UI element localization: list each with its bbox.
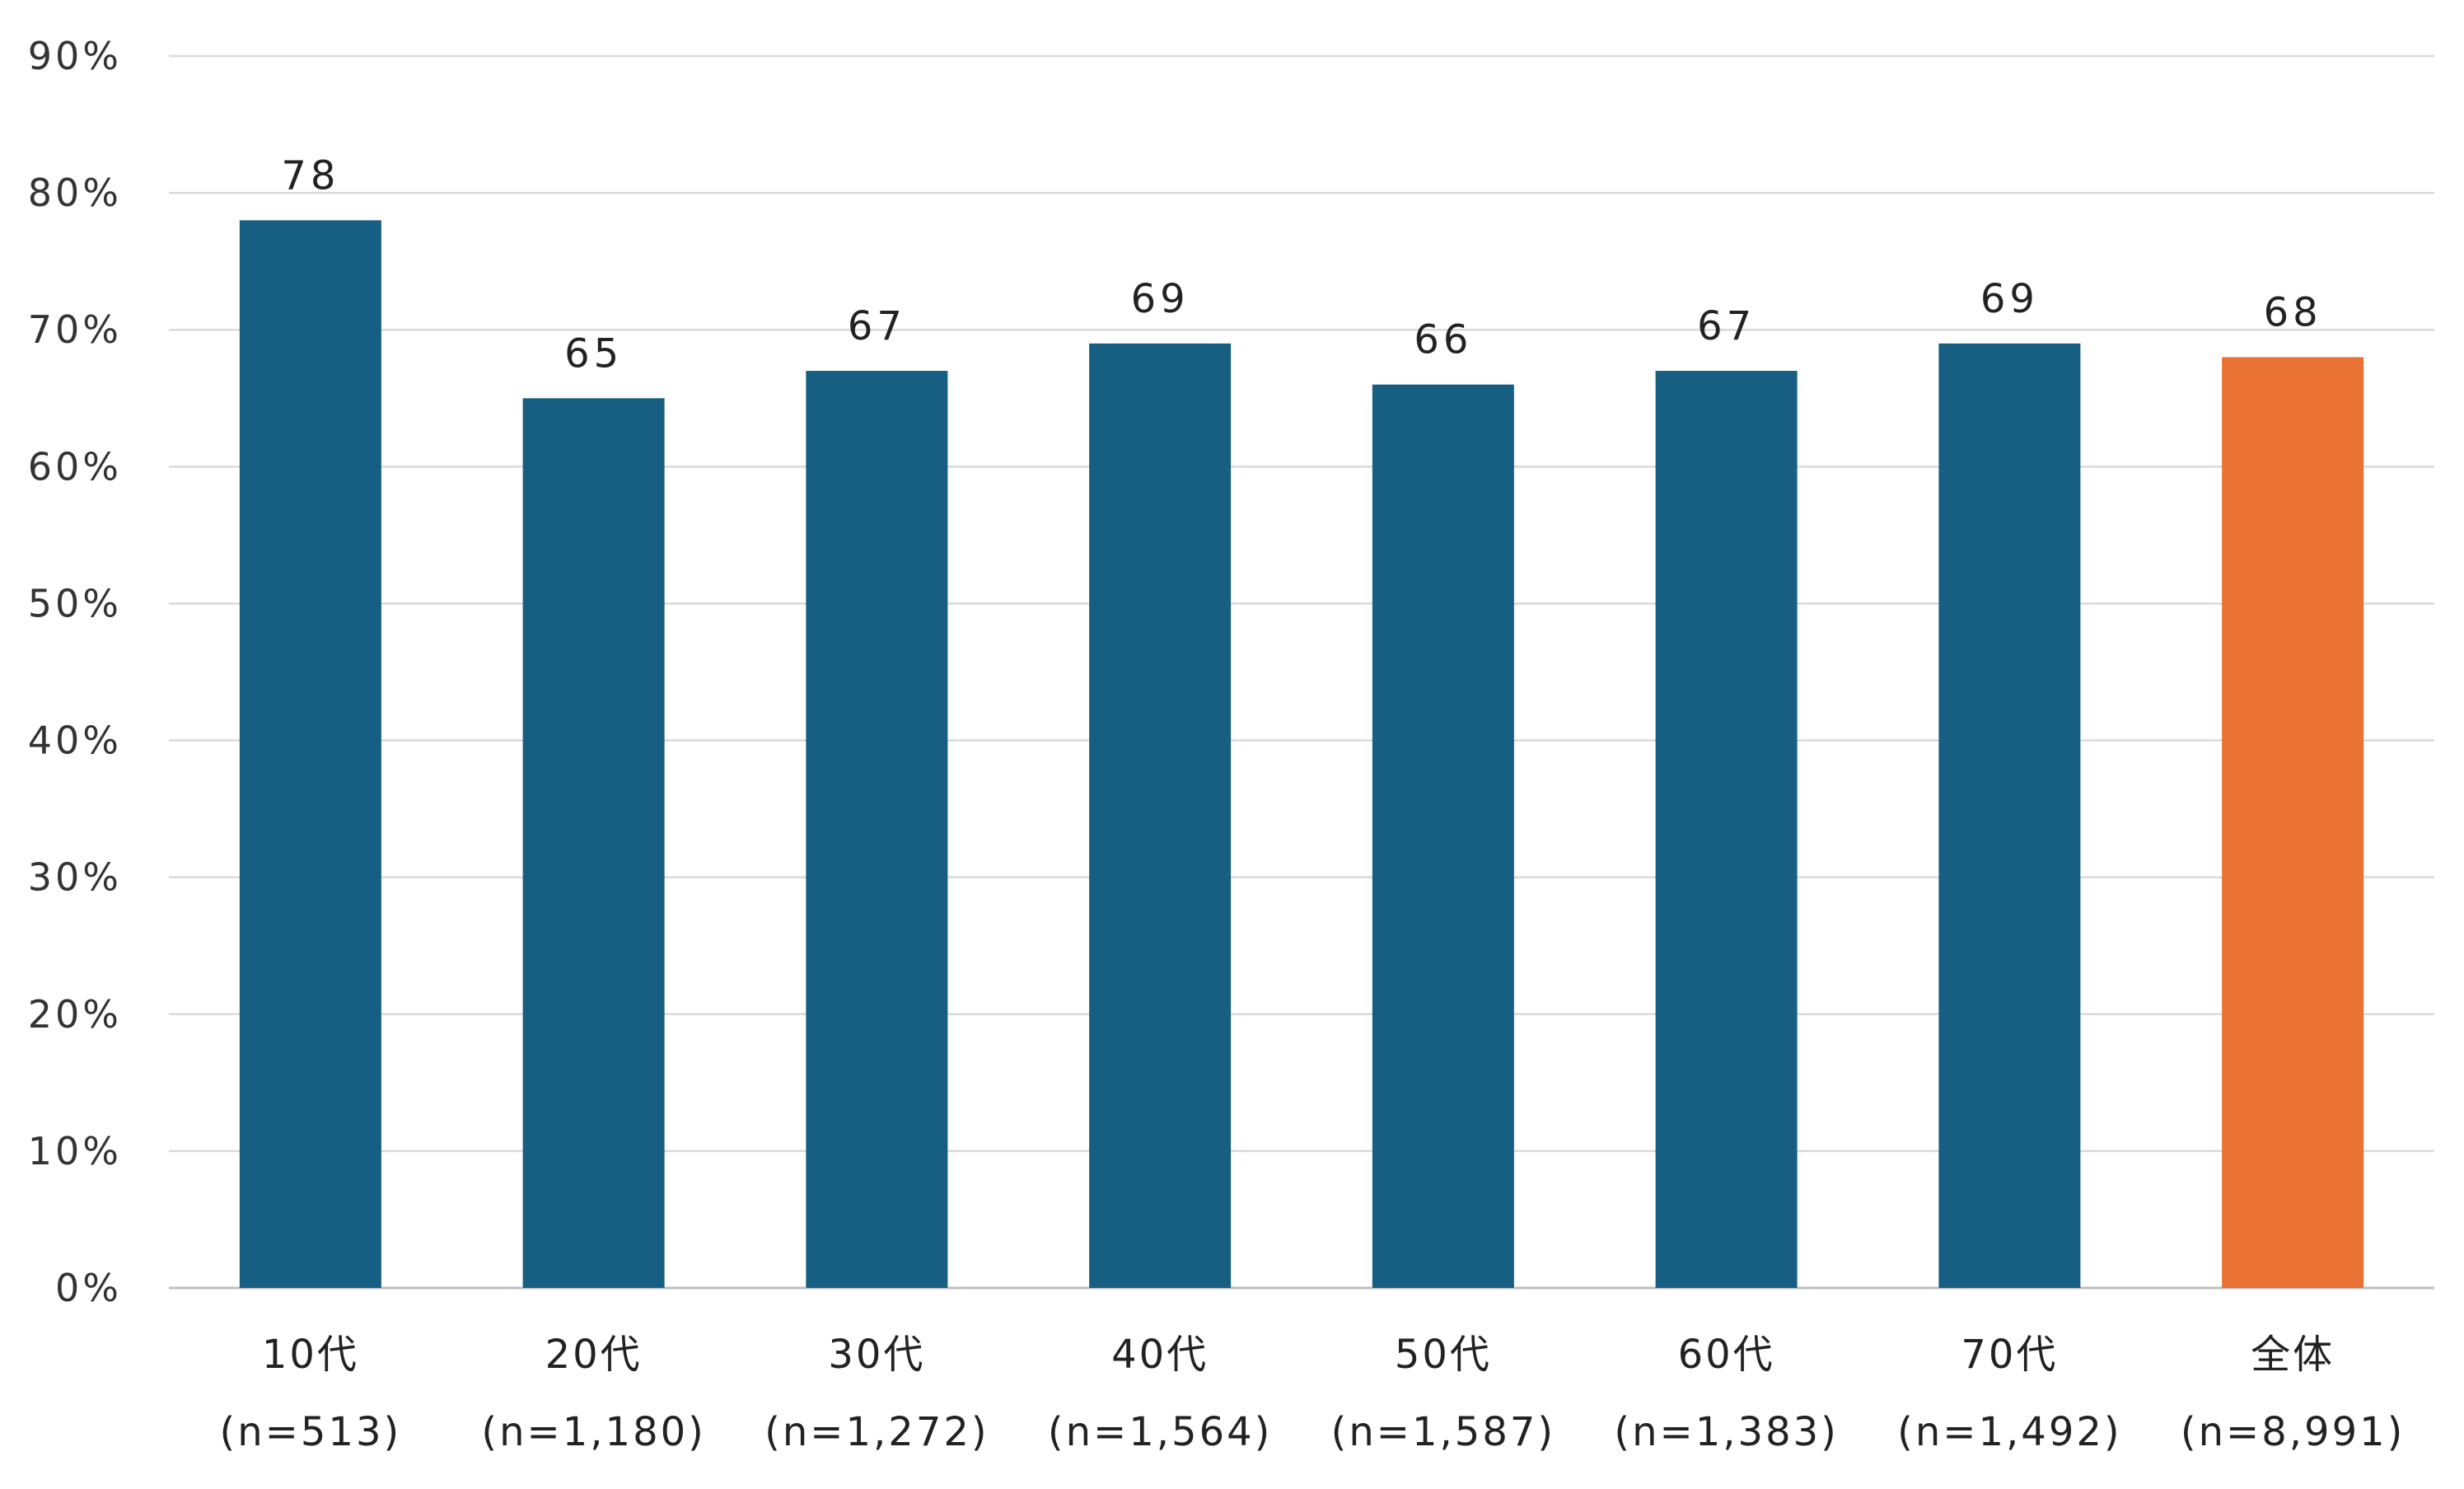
y-tick-label: 80% — [28, 171, 122, 215]
category-sample-size-label: (n=1,564) — [1048, 1409, 1273, 1455]
category-label: 20代 — [545, 1332, 643, 1378]
y-tick-label: 50% — [28, 581, 122, 625]
category-label: 60代 — [1678, 1332, 1775, 1378]
x-axis-category-labels: 10代 (n=513) 20代 (n=1,180) 30代 (n=1,272) 40代 (n=… — [220, 1332, 2406, 1455]
data-label: 69 — [1131, 276, 1190, 322]
data-label: 67 — [848, 303, 906, 349]
data-label: 65 — [564, 330, 623, 377]
bar-8 — [2222, 357, 2364, 1288]
category-label: 50代 — [1395, 1332, 1492, 1378]
category-sample-size-label: (n=1,492) — [1897, 1409, 2122, 1455]
data-label: 67 — [1697, 303, 1756, 349]
data-label: 69 — [1980, 276, 2039, 322]
bar-1 — [239, 220, 381, 1288]
category-label: 40代 — [1111, 1332, 1209, 1378]
y-tick-label: 70% — [28, 307, 122, 352]
bar-6 — [1655, 371, 1798, 1288]
category-label: 10代 — [262, 1332, 359, 1378]
bar-2 — [522, 398, 665, 1288]
bar-5 — [1372, 384, 1514, 1289]
category-sample-size-label: (n=1,272) — [764, 1409, 989, 1455]
gridlines — [169, 54, 2434, 1290]
category-sample-size-label: (n=1,587) — [1331, 1409, 1556, 1455]
bars — [239, 220, 2364, 1289]
y-tick-label: 90% — [28, 34, 122, 78]
bar-7 — [1938, 343, 2081, 1288]
data-labels: 78 65 67 69 66 67 69 68 — [281, 152, 2322, 377]
category-sample-size-label: (n=8,991) — [2181, 1409, 2406, 1455]
y-tick-label: 20% — [28, 992, 122, 1037]
y-tick-label: 30% — [28, 855, 122, 900]
data-label: 68 — [2264, 289, 2322, 335]
bar-4 — [1089, 343, 1232, 1288]
category-sample-size-label: (n=1,180) — [481, 1409, 706, 1455]
y-tick-label: 0% — [55, 1266, 122, 1310]
data-label: 66 — [1414, 317, 1472, 363]
y-axis-tick-labels: 0% 10% 20% 30% 40% 50% 60% 70% 80% 90% — [28, 34, 122, 1310]
data-label: 78 — [281, 152, 339, 199]
y-tick-label: 40% — [28, 719, 122, 763]
category-label: 全体 — [2251, 1332, 2335, 1378]
y-tick-label: 10% — [28, 1129, 122, 1173]
bar-3 — [806, 371, 948, 1288]
category-label: 70代 — [1961, 1332, 2058, 1378]
category-label: 30代 — [828, 1332, 925, 1378]
y-tick-label: 60% — [28, 444, 122, 489]
category-sample-size-label: (n=1,383) — [1614, 1409, 1839, 1455]
category-sample-size-label: (n=513) — [220, 1409, 402, 1455]
